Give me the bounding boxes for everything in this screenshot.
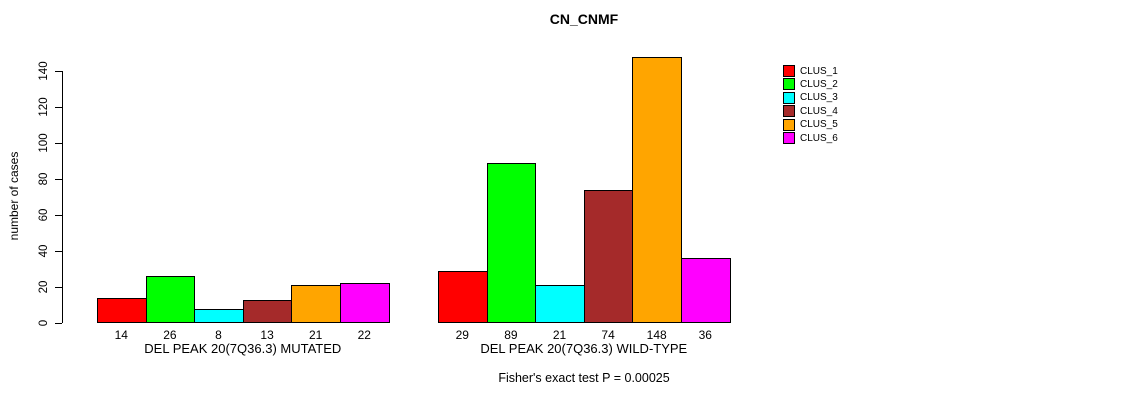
y-tick-label: 120 bbox=[38, 97, 50, 117]
bar-clus_3 bbox=[194, 308, 244, 323]
bar-clus_4 bbox=[583, 189, 634, 323]
bar-clus_2 bbox=[486, 162, 537, 323]
bar-value-label: 13 bbox=[260, 328, 274, 342]
bar-value-label: 148 bbox=[646, 328, 667, 342]
y-tick bbox=[55, 214, 62, 216]
bar-value-label: 89 bbox=[504, 328, 518, 342]
y-tick-label: 40 bbox=[38, 244, 50, 258]
y-tick bbox=[55, 178, 62, 180]
bar-value-label: 21 bbox=[552, 328, 567, 342]
bar-value-label: 8 bbox=[215, 328, 222, 342]
y-tick bbox=[55, 70, 62, 72]
bar-clus_5 bbox=[291, 285, 341, 323]
legend-item: CLUS_3 bbox=[783, 91, 838, 104]
y-tick-label: 60 bbox=[38, 208, 50, 222]
bar-value-label: 36 bbox=[698, 328, 712, 342]
y-tick-label: 140 bbox=[38, 61, 50, 81]
y-axis-line bbox=[62, 71, 63, 323]
y-tick bbox=[55, 250, 62, 252]
bar-value-label: 26 bbox=[163, 328, 177, 342]
y-tick bbox=[55, 322, 62, 324]
y-tick-label: 100 bbox=[38, 133, 50, 153]
bar-value-label: 74 bbox=[601, 328, 615, 342]
bar-clus_6 bbox=[681, 258, 731, 323]
y-tick-label: 0 bbox=[38, 319, 50, 327]
bar-clus_1 bbox=[438, 270, 488, 323]
legend-swatch-clus_4 bbox=[783, 105, 795, 118]
legend-label: CLUS_4 bbox=[800, 105, 838, 117]
chart-title: CN_CNMF bbox=[549, 11, 619, 27]
footnote-fisher-test: Fisher's exact test P = 0.00025 bbox=[498, 371, 670, 385]
legend-item: CLUS_2 bbox=[783, 78, 838, 91]
legend-label: CLUS_3 bbox=[800, 92, 838, 104]
legend-swatch-clus_3 bbox=[783, 91, 795, 104]
bar-clus_5 bbox=[632, 56, 682, 323]
y-axis-title: number of cases bbox=[7, 151, 21, 241]
bar-clus_3 bbox=[535, 285, 585, 323]
bar-value-label: 21 bbox=[309, 328, 323, 342]
y-tick-label: 80 bbox=[38, 172, 50, 186]
bar-clus_1 bbox=[97, 297, 147, 323]
legend-swatch-clus_2 bbox=[783, 78, 795, 91]
legend-swatch-clus_6 bbox=[783, 132, 795, 144]
y-tick bbox=[55, 286, 62, 288]
bar-value-label: 14 bbox=[114, 328, 128, 342]
y-tick-label: 20 bbox=[38, 280, 50, 294]
y-tick bbox=[55, 142, 62, 144]
legend-label: CLUS_2 bbox=[800, 78, 838, 90]
legend-label: CLUS_5 bbox=[800, 119, 838, 131]
bar-value-label: 29 bbox=[455, 328, 469, 342]
legend-label: CLUS_6 bbox=[800, 132, 838, 144]
y-tick bbox=[55, 106, 62, 108]
legend-label: CLUS_1 bbox=[800, 65, 838, 77]
legend-swatch-clus_5 bbox=[783, 118, 795, 131]
legend-item: CLUS_4 bbox=[783, 105, 838, 118]
legend-item: CLUS_6 bbox=[783, 132, 838, 144]
legend-item: CLUS_1 bbox=[783, 65, 838, 77]
group-axis-label: DEL PEAK 20(7Q36.3) MUTATED bbox=[144, 341, 342, 356]
legend-item: CLUS_5 bbox=[783, 118, 838, 131]
bar-clus_4 bbox=[242, 299, 293, 323]
legend-swatch-clus_1 bbox=[783, 65, 795, 77]
bar-clus_6 bbox=[340, 283, 390, 323]
group-axis-label: DEL PEAK 20(7Q36.3) WILD-TYPE bbox=[480, 341, 688, 356]
bar-clus_2 bbox=[145, 276, 196, 323]
bar-value-label: 22 bbox=[357, 328, 371, 342]
